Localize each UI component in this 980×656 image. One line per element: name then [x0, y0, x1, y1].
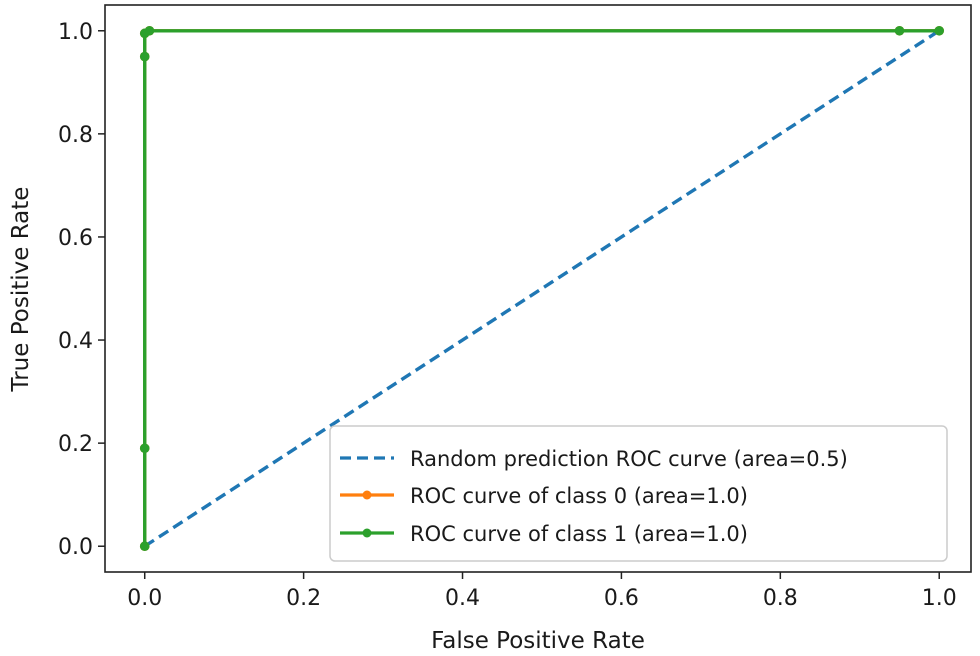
y-tick-label: 0.8: [58, 123, 93, 148]
y-tick-label: 0.2: [58, 432, 93, 457]
x-tick-label: 0.4: [445, 586, 480, 611]
legend-marker-class-0: [362, 490, 372, 500]
plot-area: [139, 25, 945, 552]
legend-marker-class-1: [362, 528, 372, 538]
random-roc-line: [143, 29, 941, 548]
x-axis-title: False Positive Rate: [431, 628, 645, 654]
legend: Random prediction ROC curve (area=0.5) R…: [329, 425, 948, 562]
data-point-class-1: [144, 25, 155, 36]
x-tick-label: 0.6: [604, 586, 639, 611]
x-tick-label: 1.0: [922, 586, 957, 611]
x-tick-label: 0.8: [763, 586, 798, 611]
axes: 0.0 0.2 0.4 0.6 0.8 1.0 0.0 0.2 0.4 0.6 0.8 1.0: [58, 20, 957, 611]
legend-box: [329, 425, 948, 562]
y-tick-label: 1.0: [58, 20, 93, 45]
y-tick-label: 0.0: [58, 535, 93, 560]
y-tick-label: 0.4: [58, 329, 93, 354]
data-point-class-1: [139, 51, 150, 62]
y-tick-label: 0.6: [58, 226, 93, 251]
data-point-class-1: [139, 541, 150, 552]
data-point-class-1: [934, 25, 945, 36]
data-point-class-1: [139, 443, 150, 454]
legend-label-class-1: ROC curve of class 1 (area=1.0): [410, 522, 748, 546]
legend-label-class-0: ROC curve of class 0 (area=1.0): [410, 484, 748, 508]
legend-label-random: Random prediction ROC curve (area=0.5): [410, 447, 848, 471]
y-axis-title: True Positive Rate: [8, 187, 34, 393]
x-tick-label: 0.2: [286, 586, 321, 611]
x-tick-label: 0.0: [127, 586, 162, 611]
axes-frame: [104, 4, 972, 573]
data-point-class-1: [894, 25, 905, 36]
